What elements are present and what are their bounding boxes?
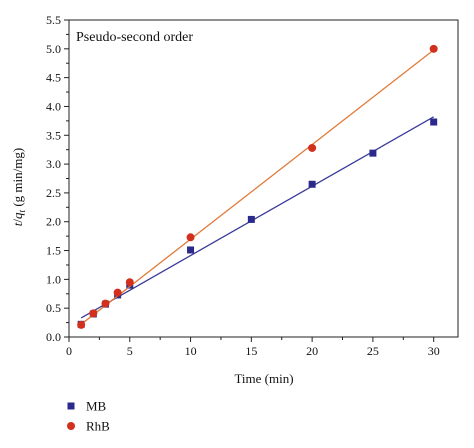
- x-tick-label: 25: [367, 344, 379, 358]
- y-axis-label-unit: (g min/mg): [10, 148, 25, 210]
- data-point-rhb: [186, 233, 195, 242]
- legend-label-mb: MB: [86, 399, 107, 414]
- data-point-mb: [308, 180, 316, 188]
- y-tick-label: 3.5: [46, 128, 61, 142]
- y-tick-label: 5.5: [46, 13, 61, 27]
- data-point-mb: [430, 118, 438, 126]
- data-point-rhb: [101, 299, 110, 308]
- y-tick-label: 5.0: [46, 42, 61, 56]
- y-tick-label: 4.5: [46, 71, 61, 85]
- x-tick-label: 20: [306, 344, 318, 358]
- y-tick-label: 2.0: [46, 215, 61, 229]
- fit-line-mb: [80, 116, 435, 319]
- data-point-mb: [247, 215, 255, 223]
- data-point-mb: [187, 246, 195, 254]
- y-axis-label-subscript: t: [17, 209, 27, 212]
- y-axis-label: t/qt (g min/mg): [10, 148, 27, 226]
- data-point-rhb: [89, 309, 98, 318]
- y-tick-label: 0.5: [46, 301, 61, 315]
- data-point-rhb: [429, 44, 438, 53]
- legend-marker-mb: [67, 402, 75, 410]
- y-axis-label-t: t: [10, 222, 25, 226]
- chart-annotation: Pseudo-second order: [76, 30, 193, 45]
- data-point-mb: [369, 149, 377, 157]
- data-point-rhb: [113, 288, 122, 297]
- data-point-rhb: [77, 320, 86, 329]
- x-tick-label: 30: [428, 344, 440, 358]
- legend-label-rhb: RhB: [86, 419, 110, 434]
- y-tick-label: 1.0: [46, 272, 61, 286]
- legend-marker-rhb: [67, 422, 75, 430]
- x-tick-label: 10: [185, 344, 197, 358]
- y-tick-label: 1.5: [46, 244, 61, 258]
- plot-frame: [68, 19, 459, 338]
- x-tick-label: 5: [127, 344, 133, 358]
- x-axis-label: Time (min): [234, 371, 293, 386]
- data-point-rhb: [308, 143, 317, 152]
- y-axis-label-q: q: [10, 212, 25, 219]
- x-tick-label: 15: [245, 344, 257, 358]
- y-axis-label-slash: /: [10, 219, 25, 223]
- y-tick-label: 2.5: [46, 186, 61, 200]
- legend: MB RhB: [67, 399, 110, 434]
- x-tick-label: 0: [66, 344, 72, 358]
- fit-line-rhb: [80, 49, 435, 325]
- y-tick-label: 0.0: [46, 330, 61, 344]
- data-point-rhb: [125, 278, 134, 287]
- plot-area: 0 5 10 15 20 25 30 0.0 0.5 1.0 1.5 2.0 2.5 3.0 3.5 4.0 4…: [46, 13, 459, 358]
- y-tick-label: 3.0: [46, 157, 61, 171]
- y-tick-label: 4.0: [46, 99, 61, 113]
